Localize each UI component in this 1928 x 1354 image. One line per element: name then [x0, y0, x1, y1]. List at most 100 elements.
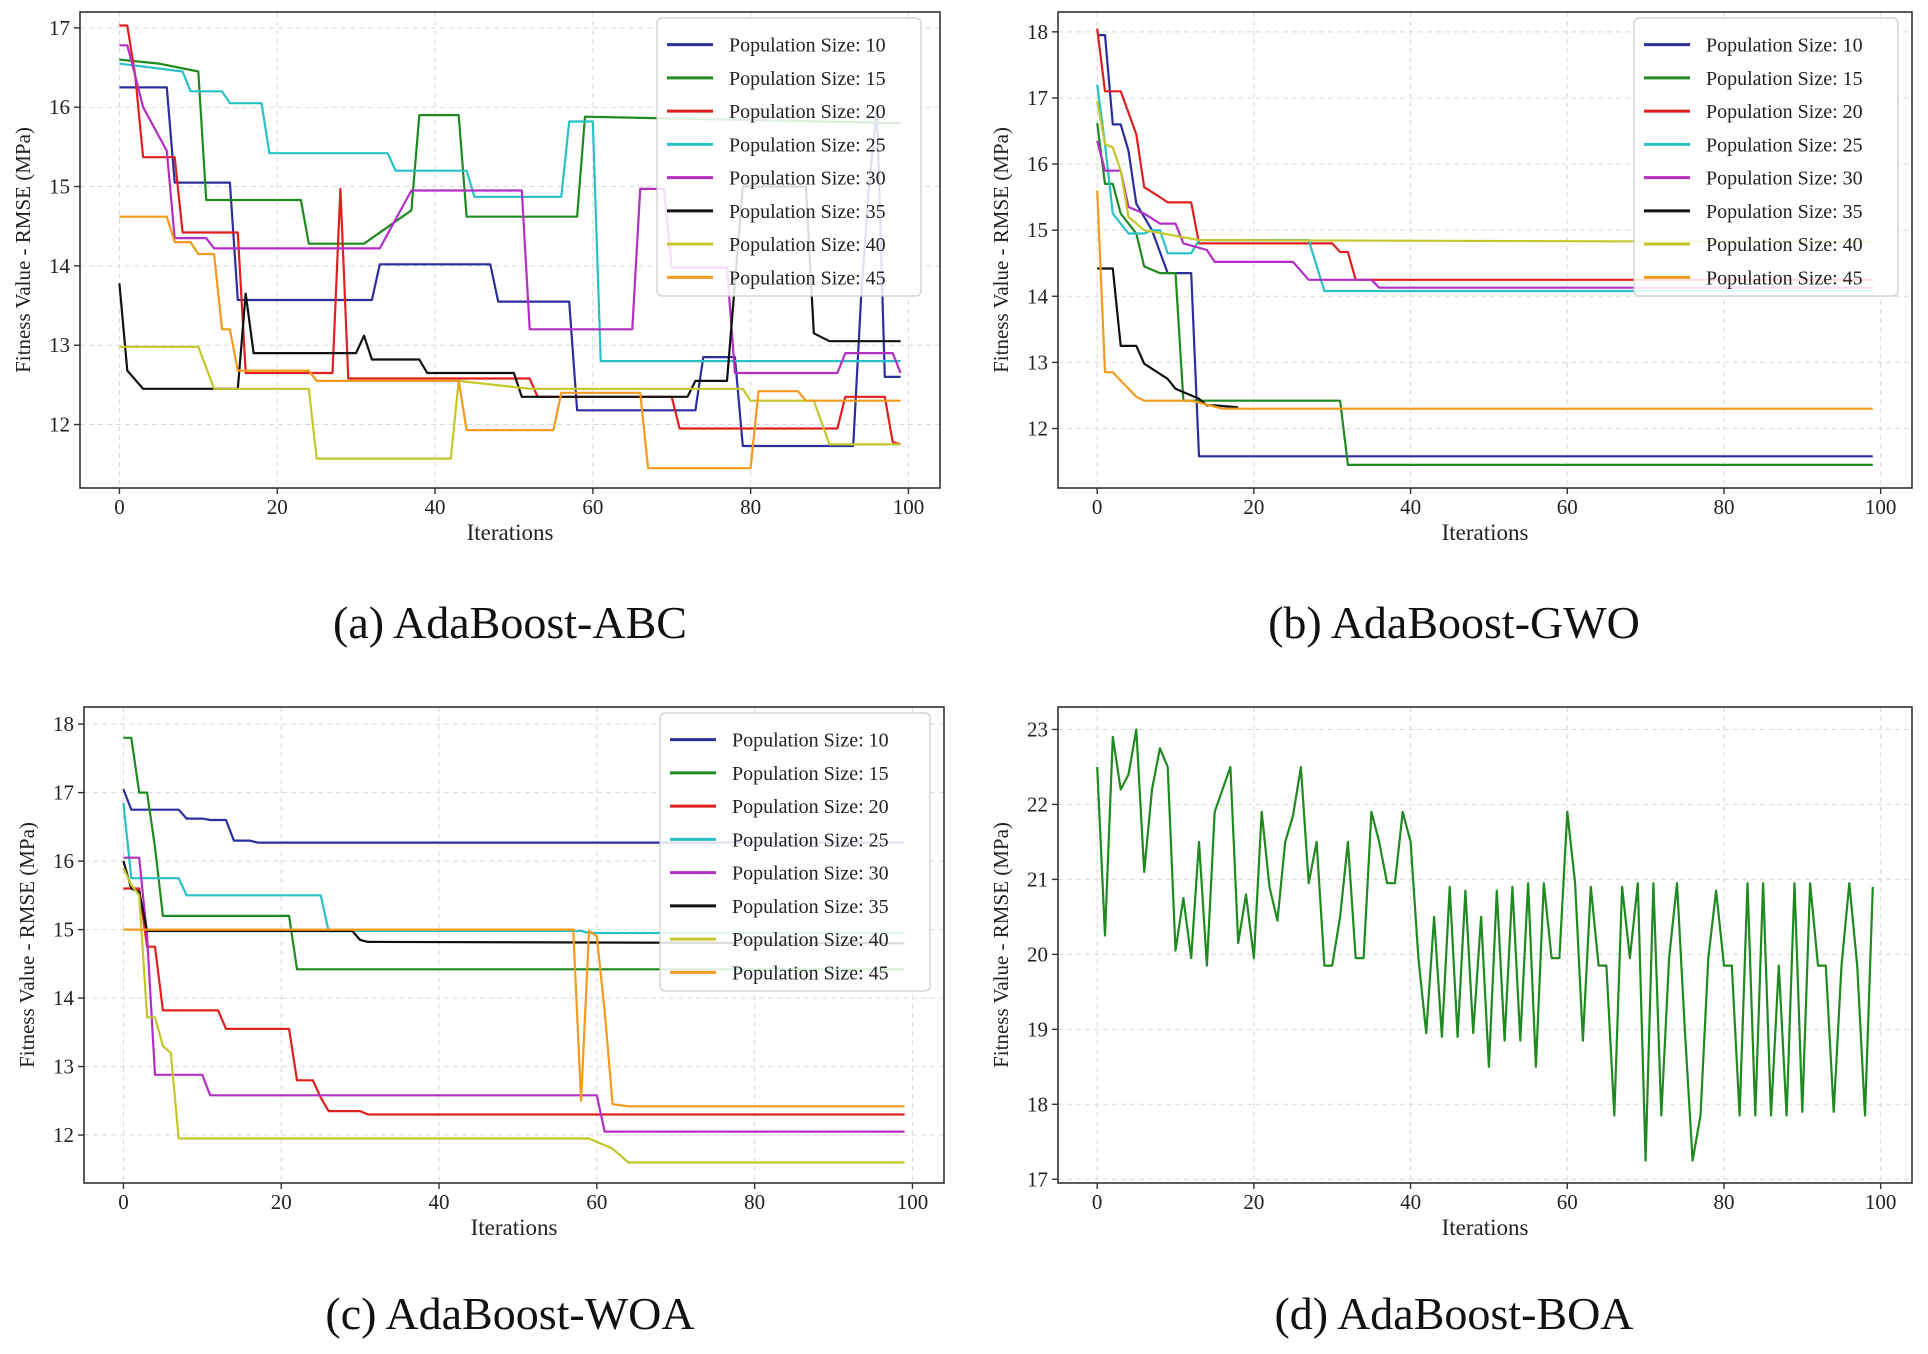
series-line-4	[119, 62, 901, 363]
x-tick-label: 20	[1243, 495, 1264, 519]
legend-box	[659, 712, 931, 992]
series-line-2	[119, 58, 901, 245]
x-tick-label: 40	[425, 495, 446, 519]
x-tick-label: 0	[1092, 1190, 1103, 1214]
y-tick-label: 12	[53, 1123, 74, 1147]
series-line-5	[119, 44, 902, 375]
series-line-3	[123, 887, 905, 1116]
series-line-8	[119, 215, 901, 470]
panel-c: 0 20 40 60 80 100 12 13 14 15 16 17 18 Iterations Fitn…	[0, 677, 964, 1354]
x-tick-label: 20	[271, 1190, 292, 1214]
legend-label: Population Size: 20	[732, 796, 889, 818]
legend-label: Population Size: 35	[1706, 201, 1863, 223]
y-tick-label: 17	[49, 16, 70, 40]
x-tick-label: 100	[1865, 1190, 1897, 1214]
x-tick-label: 40	[1400, 1190, 1421, 1214]
x-tick-label: 100	[897, 1190, 929, 1214]
panel-d: 0 20 40 60 80 100 17 18 19 20 21 22 23 Iterations Fitn…	[964, 677, 1928, 1354]
legend: Population Size: 10 Population Size: 15 Po…	[656, 17, 922, 297]
legend-label: Population Size: 25	[1706, 134, 1863, 156]
chart-c: 0 20 40 60 80 100 12 13 14 15 16 17 18 Iterations Fitn…	[15, 706, 945, 1240]
y-axis-label: Fitness Value - RMSE (MPa)	[15, 822, 39, 1068]
x-axis-label: Iterations	[467, 520, 554, 545]
x-tick-label: 40	[429, 1190, 450, 1214]
chart-d: 0 20 40 60 80 100 17 18 19 20 21 22 23 Iterations Fitn…	[989, 706, 1913, 1240]
x-axis-label: Iterations	[471, 1215, 558, 1240]
x-tick-label: 20	[1243, 1190, 1264, 1214]
chart-a: 0 20 40 60 80 100 12 13 14 15 16 17 Iterations Fitnes…	[11, 11, 941, 545]
legend-label: Population Size: 10	[732, 730, 889, 752]
x-tick-label: 80	[1713, 1190, 1734, 1214]
legend-label: Population Size: 15	[732, 763, 889, 785]
y-tick-label: 14	[49, 254, 71, 278]
y-tick-label: 18	[1027, 20, 1048, 44]
caption-d: (d) AdaBoost-BOA	[1274, 1288, 1634, 1339]
series-line-8	[1096, 190, 1873, 410]
x-tick-label: 0	[1092, 495, 1103, 519]
x-tick-label: 100	[893, 495, 925, 519]
y-tick-label: 16	[49, 95, 70, 119]
legend-label: Population Size: 45	[1706, 267, 1863, 289]
x-tick-label: 100	[1865, 495, 1897, 519]
series-line-4	[122, 802, 905, 935]
y-tick-label: 12	[1027, 417, 1048, 441]
y-axis-label: Fitness Value - RMSE (MPa)	[11, 127, 35, 373]
legend-label: Population Size: 20	[1706, 101, 1863, 123]
legend-box	[656, 17, 922, 297]
series-line-6	[122, 860, 905, 945]
plot-frame	[1057, 11, 1913, 489]
x-axis-label: Iterations	[1442, 520, 1529, 545]
plot-frame	[1057, 706, 1913, 1184]
x-tick-label: 80	[744, 1190, 765, 1214]
x-tick-label: 80	[1713, 495, 1734, 519]
y-tick-label: 12	[49, 413, 70, 437]
legend-label: Population Size: 25	[732, 829, 889, 851]
x-tick-label: 40	[1400, 495, 1421, 519]
y-tick-label: 17	[53, 781, 74, 805]
caption-a: (a) AdaBoost-ABC	[333, 597, 687, 648]
legend-label: Population Size: 30	[1706, 168, 1863, 190]
y-axis-label: Fitness Value - RMSE (MPa)	[989, 127, 1013, 373]
series-line-7	[122, 867, 905, 1164]
legend-label: Population Size: 40	[729, 234, 886, 256]
plot-frame	[83, 706, 945, 1184]
x-tick-label: 0	[118, 1190, 129, 1214]
series-line-3	[119, 24, 901, 446]
series-line-8	[123, 928, 905, 1108]
x-tick-label: 60	[1557, 495, 1578, 519]
legend-label: Population Size: 20	[729, 101, 886, 123]
series-line-1	[1096, 728, 1874, 1162]
y-tick-label: 19	[1027, 1017, 1048, 1041]
y-tick-label: 15	[53, 918, 74, 942]
legend-label: Population Size: 15	[729, 68, 886, 90]
y-tick-label: 13	[1027, 350, 1048, 374]
y-tick-label: 17	[1027, 1167, 1048, 1191]
y-tick-label: 17	[1027, 86, 1048, 110]
caption-b: (b) AdaBoost-GWO	[1268, 597, 1640, 648]
legend-label: Population Size: 40	[732, 929, 889, 951]
y-tick-label: 18	[1027, 1092, 1048, 1116]
legend: Population Size: 10 Population Size: 15 Po…	[659, 712, 931, 992]
legend-box	[1633, 17, 1899, 297]
legend-label: Population Size: 40	[1706, 234, 1863, 256]
y-tick-label: 13	[53, 1055, 74, 1079]
y-tick-label: 16	[1027, 152, 1048, 176]
series-line-1	[1097, 34, 1873, 458]
series-line-3	[1096, 28, 1873, 281]
legend-label: Population Size: 30	[732, 863, 889, 885]
y-tick-label: 16	[53, 849, 74, 873]
series-line-2	[123, 736, 905, 971]
x-tick-label: 0	[114, 495, 125, 519]
x-tick-label: 60	[582, 495, 603, 519]
x-tick-label: 60	[1557, 1190, 1578, 1214]
y-tick-label: 13	[49, 333, 70, 357]
legend-label: Population Size: 25	[729, 134, 886, 156]
x-tick-label: 80	[740, 495, 761, 519]
y-axis-label: Fitness Value - RMSE (MPa)	[989, 822, 1013, 1068]
panel-b: 0 20 40 60 80 100 12 13 14 15 16 17 18 Iterations Fitn…	[964, 0, 1928, 677]
plot-frame	[79, 11, 941, 489]
panel-a: 0 20 40 60 80 100 12 13 14 15 16 17 Iterations Fitnes…	[0, 0, 964, 677]
legend-label: Population Size: 35	[729, 201, 886, 223]
chart-b: 0 20 40 60 80 100 12 13 14 15 16 17 18 Iterations Fitn…	[989, 11, 1913, 545]
y-tick-label: 18	[53, 712, 74, 736]
